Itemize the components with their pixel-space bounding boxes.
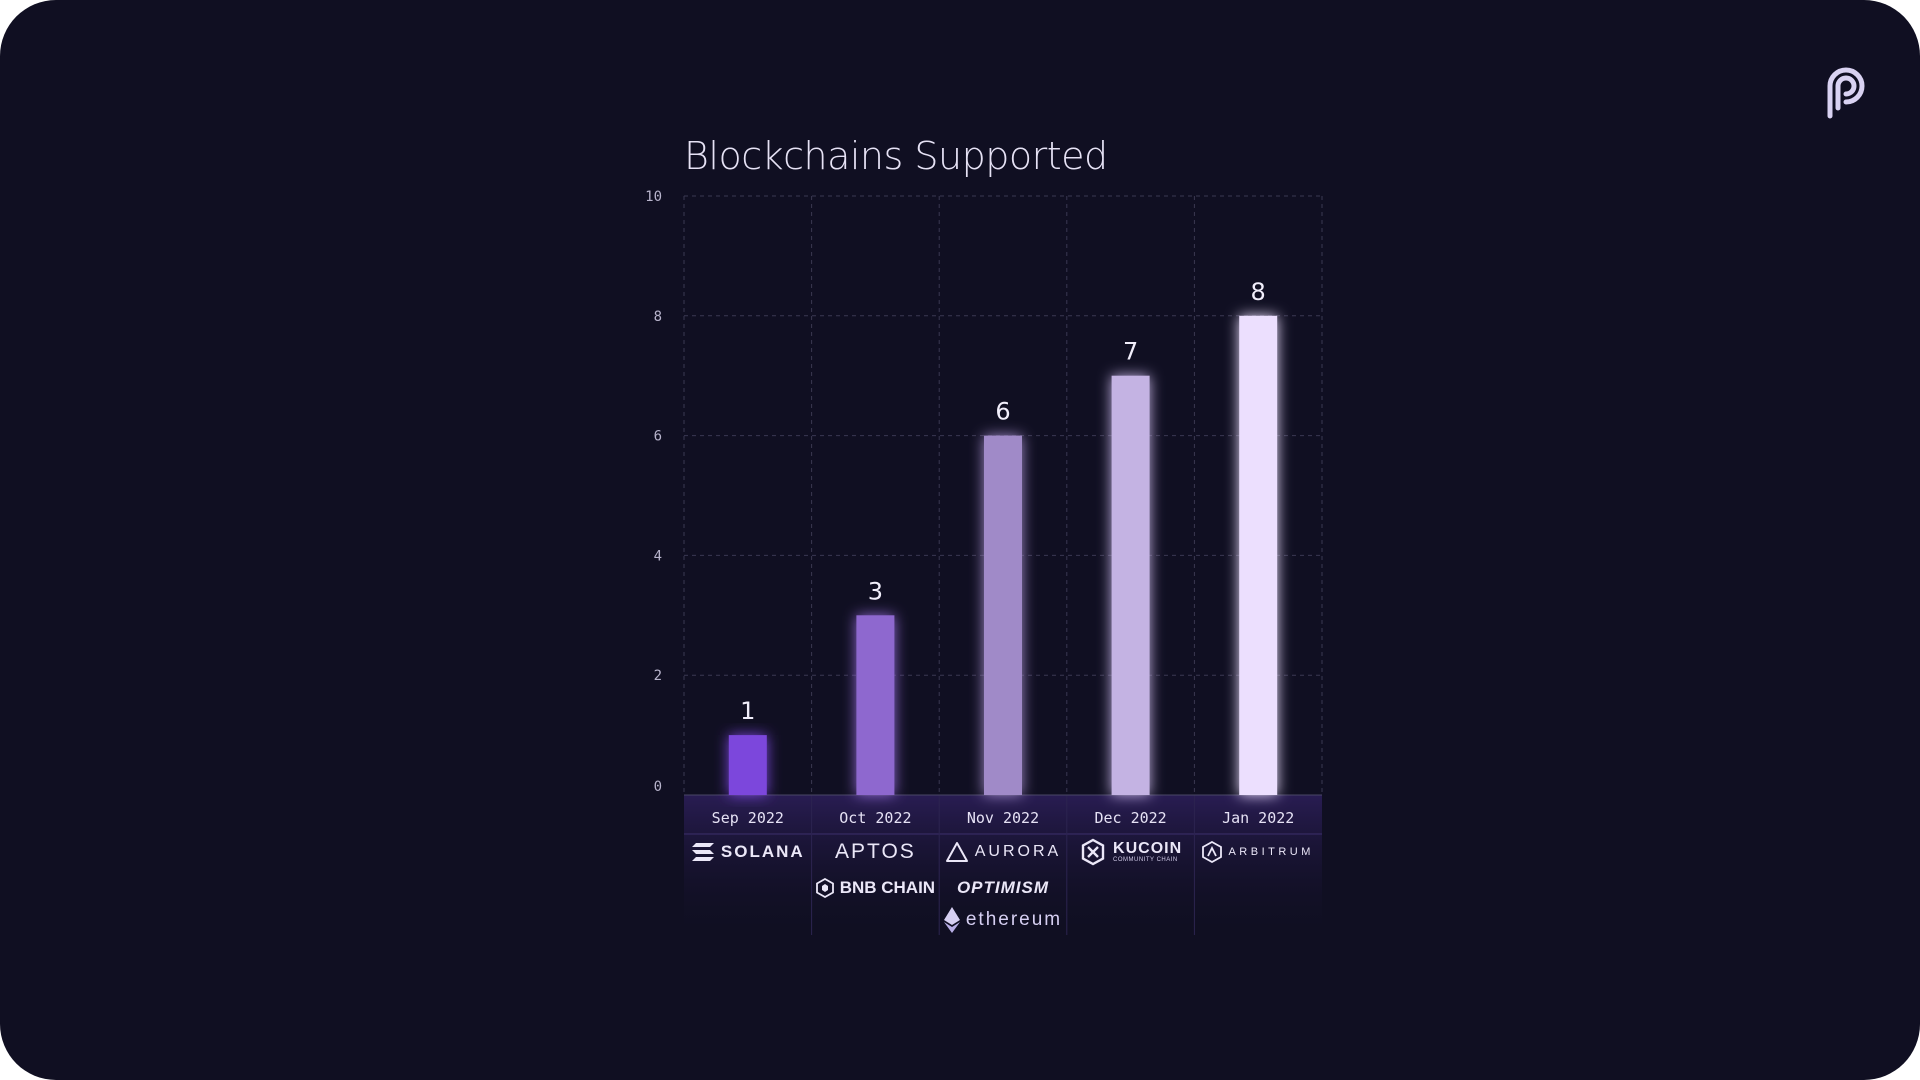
solana-icon xyxy=(691,842,715,862)
x-tick-label: Dec 2022 xyxy=(1094,809,1166,827)
category-footer xyxy=(684,795,1322,940)
bar-oct-2022 xyxy=(856,615,895,795)
chain-logo-arbitrum: ARBITRUM xyxy=(1194,838,1322,866)
x-tick-label: Oct 2022 xyxy=(839,809,911,827)
chain-logo-aurora: AURORA xyxy=(939,838,1067,866)
y-tick-label: 10 xyxy=(645,189,662,205)
y-tick-label: 4 xyxy=(654,548,662,564)
arbitrum-icon xyxy=(1202,841,1223,863)
x-tick-label: Sep 2022 xyxy=(712,809,784,827)
chain-logo-optimism: OPTIMISM xyxy=(939,874,1067,902)
bar-value-label: 8 xyxy=(1251,278,1266,306)
x-tick-label: Jan 2022 xyxy=(1222,809,1294,827)
y-tick-label: 2 xyxy=(654,668,662,684)
chart-title: Blockchains Supported xyxy=(684,134,1108,178)
chain-name-wrap: KUCOIN COMMUNITY CHAIN xyxy=(1113,840,1183,864)
chain-logo-bnb-chain: BNB CHAIN xyxy=(812,874,940,902)
bnb-chain-icon xyxy=(815,878,834,898)
chain-name: KUCOIN xyxy=(1113,840,1183,857)
y-tick-label: 8 xyxy=(654,309,662,325)
chain-subtitle: COMMUNITY CHAIN xyxy=(1113,857,1178,863)
chain-name: BNB CHAIN xyxy=(839,878,936,897)
chain-logo-kucoin: KUCOIN COMMUNITY CHAIN xyxy=(1067,838,1195,866)
chain-logo-ethereum: ethereum xyxy=(939,906,1067,934)
bar-nov-2022 xyxy=(984,435,1022,795)
chain-name: AURORA xyxy=(974,843,1062,860)
bar-jan-2022 xyxy=(1239,315,1278,795)
y-tick-label: 6 xyxy=(654,429,662,445)
x-tick-label: Nov 2022 xyxy=(967,809,1039,827)
aurora-icon xyxy=(945,841,969,863)
bar-value-label: 7 xyxy=(1123,338,1138,366)
bar-sep-2022 xyxy=(728,735,767,795)
kucoin-icon xyxy=(1079,838,1107,866)
bar-value-label: 1 xyxy=(740,697,755,725)
bar-dec-2022 xyxy=(1111,375,1150,795)
pyth-logo-icon xyxy=(1827,67,1865,119)
chain-logo-solana: SOLANA xyxy=(684,838,812,866)
chain-name: OPTIMISM xyxy=(956,878,1050,897)
chain-name: APTOS xyxy=(834,840,916,863)
chain-name: ARBITRUM xyxy=(1228,846,1314,858)
chain-name: SOLANA xyxy=(720,842,805,861)
ethereum-icon xyxy=(943,907,960,933)
chain-name: ethereum xyxy=(965,909,1063,930)
bar-value-label: 6 xyxy=(995,398,1010,426)
y-tick-label: 0 xyxy=(654,779,662,795)
bar-value-label: 3 xyxy=(868,577,883,605)
chain-logo-aptos: APTOS xyxy=(812,838,940,866)
